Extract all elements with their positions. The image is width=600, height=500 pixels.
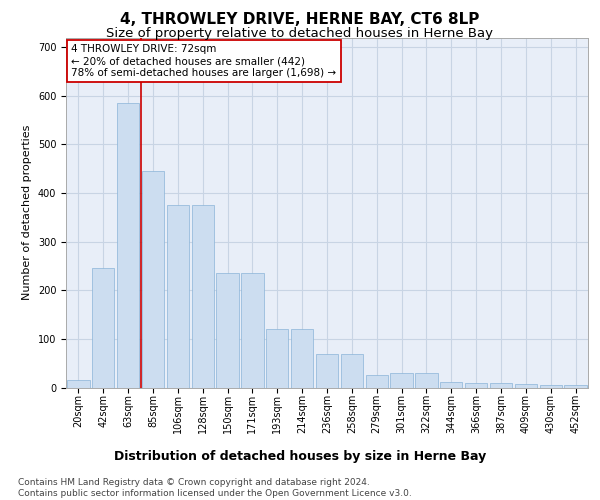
Bar <box>565 385 587 388</box>
Text: 4, THROWLEY DRIVE, HERNE BAY, CT6 8LP: 4, THROWLEY DRIVE, HERNE BAY, CT6 8LP <box>121 12 479 28</box>
Text: Size of property relative to detached houses in Herne Bay: Size of property relative to detached ho… <box>107 28 493 40</box>
Bar <box>291 329 313 388</box>
Bar <box>117 103 139 388</box>
Bar <box>316 354 338 388</box>
Bar <box>465 382 487 388</box>
Bar <box>142 171 164 388</box>
Bar <box>365 376 388 388</box>
Bar <box>515 384 537 388</box>
Bar <box>341 354 363 388</box>
Bar <box>67 380 89 388</box>
Bar <box>92 268 115 388</box>
Bar <box>241 274 263 388</box>
Text: Distribution of detached houses by size in Herne Bay: Distribution of detached houses by size … <box>114 450 486 463</box>
Y-axis label: Number of detached properties: Number of detached properties <box>22 125 32 300</box>
Text: 4 THROWLEY DRIVE: 72sqm
← 20% of detached houses are smaller (442)
78% of semi-d: 4 THROWLEY DRIVE: 72sqm ← 20% of detache… <box>71 44 337 78</box>
Bar <box>490 382 512 388</box>
Bar <box>191 205 214 388</box>
Bar <box>440 382 463 388</box>
Text: Contains HM Land Registry data © Crown copyright and database right 2024.
Contai: Contains HM Land Registry data © Crown c… <box>18 478 412 498</box>
Bar <box>391 373 413 388</box>
Bar <box>217 274 239 388</box>
Bar <box>539 385 562 388</box>
Bar <box>266 329 289 388</box>
Bar <box>167 205 189 388</box>
Bar <box>415 373 437 388</box>
